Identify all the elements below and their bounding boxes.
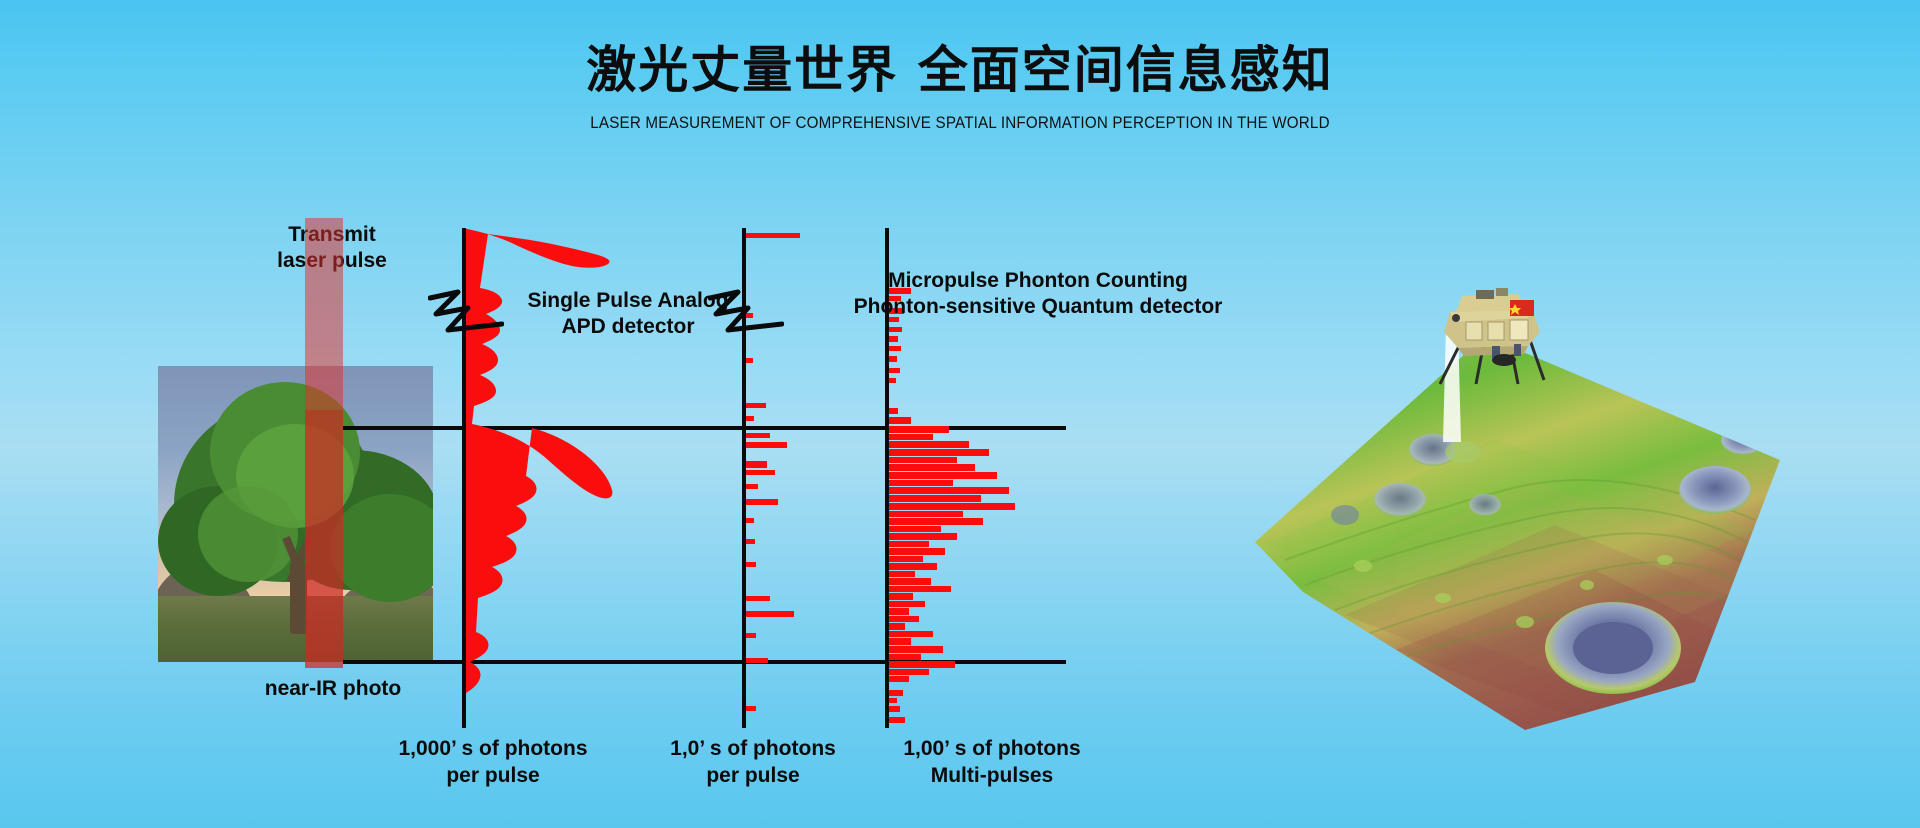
photon-histogram-single-svg: [742, 233, 800, 711]
panel1-axis-break-zigzag: [428, 289, 504, 333]
panel1-vertical-axis: [462, 228, 466, 728]
panel-single-pulse-analog: [462, 228, 662, 728]
panel2-vertical-axis: [742, 228, 746, 728]
near-ir-photo-label: near-IR photo: [264, 677, 402, 700]
panel-photon-counting-multipulse: [885, 286, 1065, 728]
laser-beam-column: [305, 218, 343, 668]
lunar-lander-model: [1438, 288, 1546, 385]
page-subtitle: LASER MEASUREMENT OF COMPREHENSIVE SPATI…: [590, 113, 1330, 132]
caption-multipulse-photons: 1,00’ s of photons Multi-pulses: [903, 737, 1081, 788]
panel3-vertical-axis: [885, 228, 889, 728]
laser-beam-lower-column: [305, 410, 343, 668]
page-header: 激光丈量世界 全面空间信息感知 LASER MEASUREMENT OF COM…: [0, 41, 1920, 133]
canopy-reference-line: [343, 426, 1066, 430]
ground-reference-line: [343, 660, 1066, 664]
analog-waveform-svg: [462, 228, 613, 728]
caption-analog-photons: 1,000’ s of photons per pulse: [398, 737, 588, 788]
caption-single-pulse-photons: 1,0’ s of photons per pulse: [670, 737, 836, 788]
panel2-detector-label: Micropulse Phonton Counting Phonton-sens…: [853, 269, 1223, 319]
colorized-dem-terrain-surface: [1255, 330, 1780, 730]
panel2-axis-break-zigzag: [708, 289, 784, 333]
near-infrared-tree-photo: [158, 366, 433, 662]
page-title: 激光丈量世界 全面空间信息感知: [586, 41, 1334, 99]
panel-photon-counting-single: [742, 228, 872, 728]
photon-histogram-multipulse-svg: [885, 288, 1015, 723]
panel1-detector-label: Single Pulse Analog APD detector: [527, 289, 729, 339]
